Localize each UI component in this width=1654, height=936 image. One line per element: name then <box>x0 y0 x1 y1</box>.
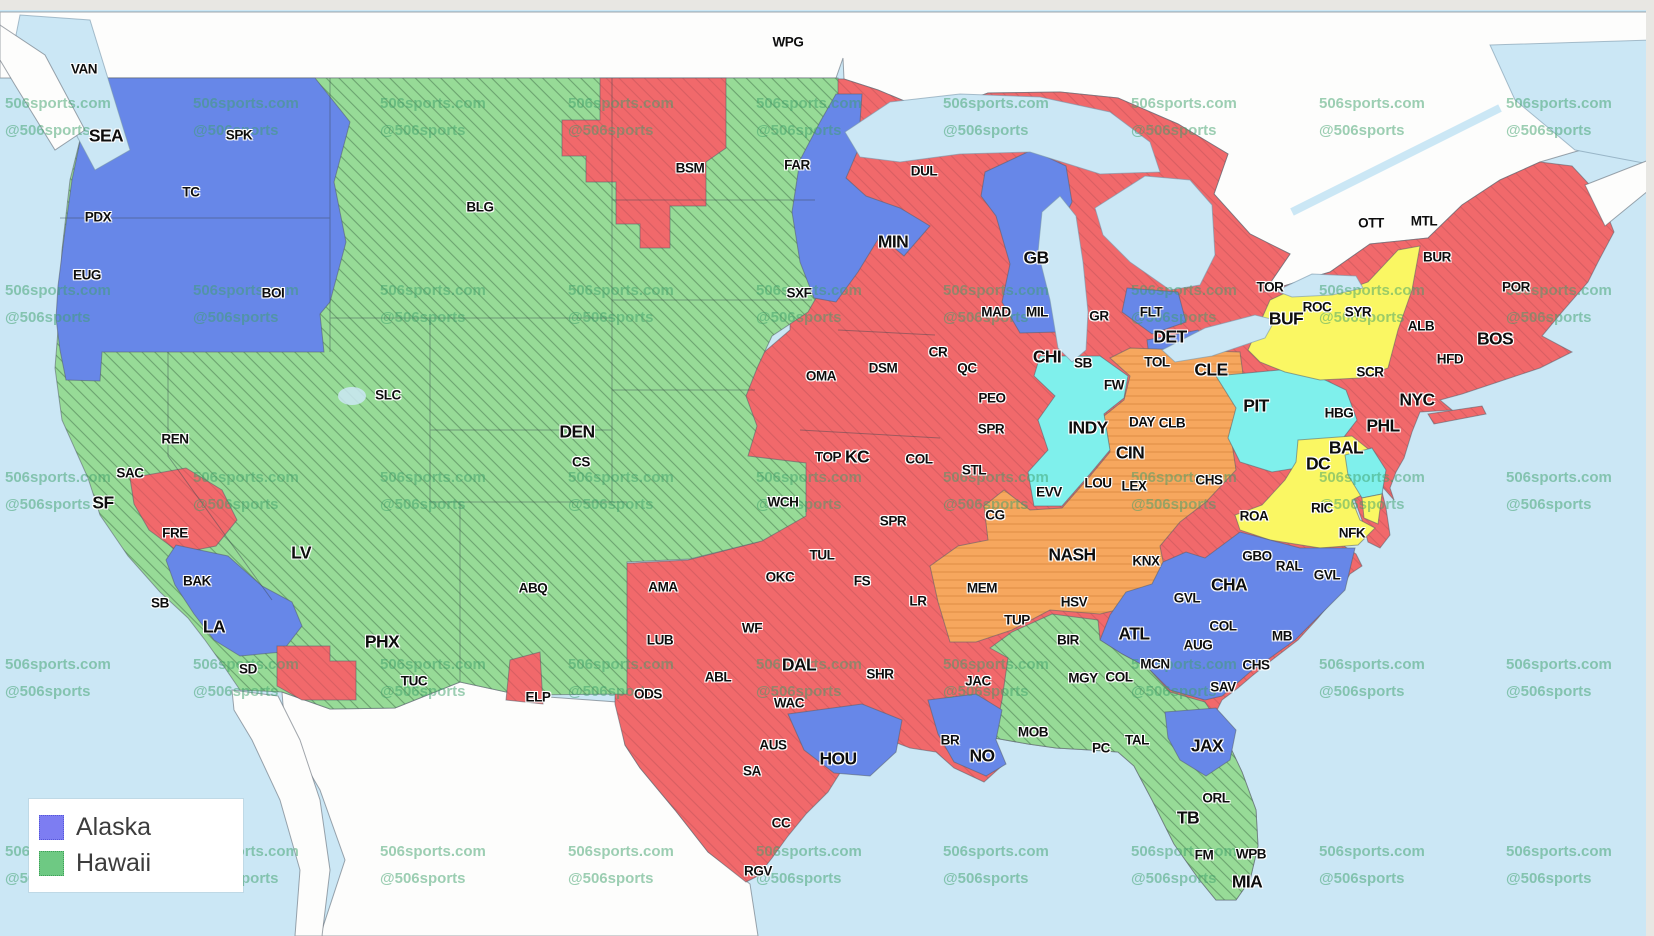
region-red-long-island <box>1427 405 1487 425</box>
lake-erie <box>1161 314 1276 363</box>
region-blue-northwest <box>55 77 351 382</box>
state-borders <box>60 78 941 682</box>
region-blue-houston <box>787 703 903 777</box>
gulf-of-st-lawrence <box>1489 39 1654 166</box>
region-blue-carolinas <box>1099 531 1356 701</box>
region-baja <box>231 689 331 936</box>
region-nova-scotia <box>1584 157 1654 227</box>
lake-ontario <box>1274 273 1364 298</box>
region-blue-minnesota <box>791 93 931 303</box>
legend-row-hawaii: Hawaii <box>39 849 243 878</box>
legend-row-alaska: Alaska <box>39 813 243 842</box>
lake-michigan <box>1037 195 1089 363</box>
lake-huron <box>1094 175 1216 291</box>
alaska-label: Alaska <box>76 813 152 841</box>
region-yellow-delmarva-tip <box>1361 493 1383 525</box>
region-red-yuma <box>276 645 357 701</box>
st-lawrence-river <box>1290 104 1502 216</box>
page-right-strip <box>1646 0 1654 936</box>
region-blue-neworleans <box>927 693 1007 777</box>
legend: Alaska Hawaii <box>29 799 243 892</box>
page-top-strip <box>0 0 1654 10</box>
vancouver-island <box>0 24 86 151</box>
hawaii-swatch <box>39 851 64 876</box>
region-red-elpaso <box>505 651 544 705</box>
region-green-deep-south-florida <box>989 613 1259 901</box>
alaska-swatch <box>39 815 64 840</box>
region-red-bismarck <box>561 77 727 249</box>
lake-superior <box>844 93 1161 175</box>
region-cyan-indiana <box>1027 355 1129 507</box>
region-red-fresno <box>129 467 238 554</box>
region-orange-ohio-valley <box>929 347 1247 643</box>
great-salt-lake <box>338 387 366 405</box>
region-blue-socal <box>165 544 303 657</box>
region-blue-flint <box>1121 287 1187 335</box>
hawaii-label: Hawaii <box>76 849 152 877</box>
region-blue-jacksonville <box>1164 707 1237 777</box>
